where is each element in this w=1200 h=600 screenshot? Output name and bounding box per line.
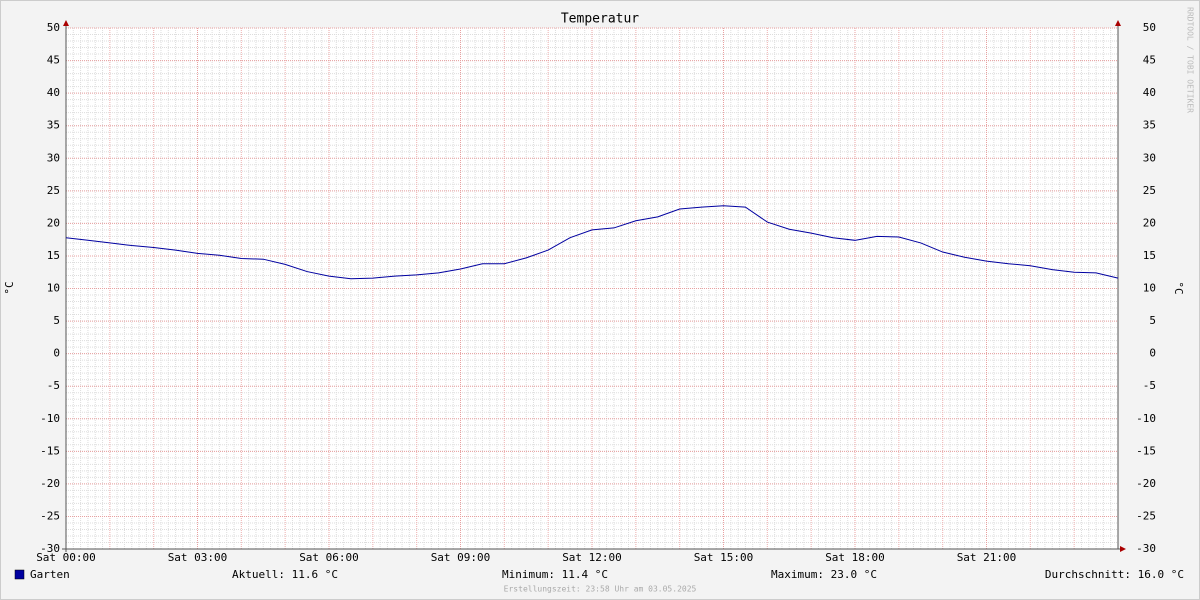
axis-arrow <box>1120 546 1126 552</box>
axis-arrow <box>63 20 69 26</box>
y2-tick-label: 10 <box>1143 282 1156 295</box>
y2-tick-label: -30 <box>1136 542 1156 555</box>
y-tick-label: -5 <box>47 379 60 392</box>
legend-stat: Maximum: 23.0 °C <box>771 568 877 581</box>
legend-label: Garten <box>30 568 70 581</box>
y-tick-label: 25 <box>47 184 60 197</box>
legend-stat: Durchschnitt: 16.0 °C <box>1045 568 1184 581</box>
legend-swatch <box>14 569 25 580</box>
x-tick-label: Sat 15:00 <box>694 551 754 564</box>
y-tick-label: 30 <box>47 151 60 164</box>
y-tick-label: 5 <box>53 314 60 327</box>
y-tick-label: -20 <box>40 477 60 490</box>
y2-tick-label: 20 <box>1143 216 1156 229</box>
x-tick-label: Sat 03:00 <box>168 551 228 564</box>
y2-tick-label: 5 <box>1149 314 1156 327</box>
footer: Erstellungszeit: 23:58 Uhr am 03.05.2025 <box>504 585 697 594</box>
x-tick-label: Sat 09:00 <box>431 551 491 564</box>
y2-tick-label: 0 <box>1149 347 1156 360</box>
y2-tick-label: 30 <box>1143 151 1156 164</box>
watermark: RRDTOOL / TOBI OETIKER <box>1186 7 1195 113</box>
y2-tick-label: -25 <box>1136 509 1156 522</box>
chart-title: Temperatur <box>561 12 639 27</box>
y2-tick-label: 25 <box>1143 184 1156 197</box>
y2-tick-label: 40 <box>1143 86 1156 99</box>
y-tick-label: -10 <box>40 412 60 425</box>
legend-stat: Minimum: 11.4 °C <box>502 568 608 581</box>
x-tick-label: Sat 21:00 <box>957 551 1017 564</box>
y-tick-label: 0 <box>53 347 60 360</box>
y-tick-label: 20 <box>47 216 60 229</box>
y2-tick-label: 50 <box>1143 21 1156 34</box>
y-tick-label: 10 <box>47 282 60 295</box>
y-tick-label: 50 <box>47 21 60 34</box>
y-tick-label: 45 <box>47 54 60 67</box>
x-tick-label: Sat 00:00 <box>36 551 96 564</box>
y2-tick-label: -20 <box>1136 477 1156 490</box>
x-tick-label: Sat 12:00 <box>562 551 622 564</box>
y2-tick-label: -10 <box>1136 412 1156 425</box>
y2-tick-label: -15 <box>1136 444 1156 457</box>
y2-tick-label: 45 <box>1143 54 1156 67</box>
y-tick-label: 35 <box>47 119 60 132</box>
y2-tick-label: -5 <box>1143 379 1156 392</box>
y2-axis-label: °C <box>1172 281 1185 294</box>
x-tick-label: Sat 06:00 <box>299 551 359 564</box>
legend-stat: Aktuell: 11.6 °C <box>232 568 338 581</box>
y-tick-label: 40 <box>47 86 60 99</box>
y2-tick-label: 15 <box>1143 249 1156 262</box>
data-line <box>65 205 1119 280</box>
y-axis-label: °C <box>3 281 16 294</box>
y2-tick-label: 35 <box>1143 119 1156 132</box>
y-tick-label: -30 <box>40 542 60 555</box>
axis-arrow <box>1115 20 1121 26</box>
y-tick-label: -25 <box>40 509 60 522</box>
y-tick-label: -15 <box>40 444 60 457</box>
y-tick-label: 15 <box>47 249 60 262</box>
x-tick-label: Sat 18:00 <box>825 551 885 564</box>
